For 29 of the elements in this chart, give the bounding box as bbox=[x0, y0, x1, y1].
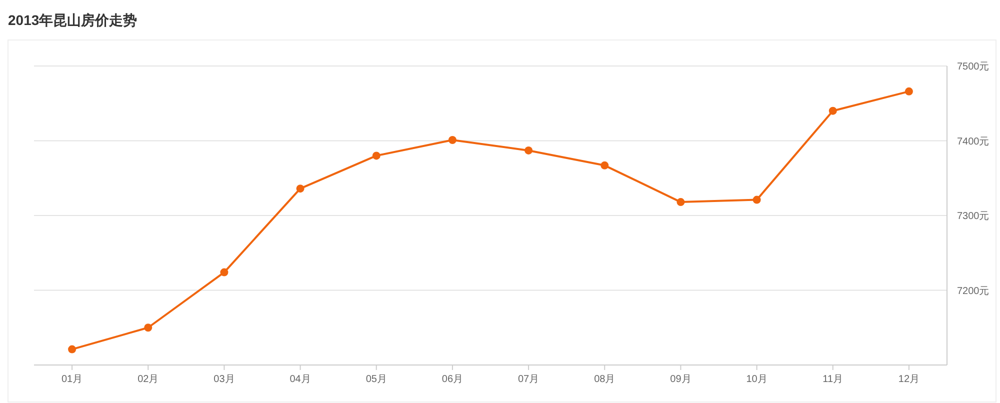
point bbox=[68, 345, 76, 354]
y-tick-label: 7300元 bbox=[957, 211, 990, 222]
y-tick-label: 7400元 bbox=[957, 136, 990, 148]
point bbox=[296, 184, 304, 193]
x-tick-label: 12月 bbox=[898, 374, 920, 385]
x-tick-label: 05月 bbox=[366, 374, 387, 385]
x-tick-label: 04月 bbox=[290, 374, 311, 385]
point bbox=[524, 146, 533, 154]
x-tick-label: 10月 bbox=[746, 374, 768, 385]
point bbox=[220, 268, 228, 276]
point bbox=[144, 324, 152, 332]
x-tick-label: 11月 bbox=[822, 374, 844, 385]
point bbox=[448, 136, 456, 144]
point bbox=[828, 106, 837, 115]
chart-title: 2013年昆山房价走势 bbox=[8, 12, 138, 28]
point bbox=[372, 152, 380, 160]
x-tick-label: 03月 bbox=[214, 374, 235, 385]
x-tick-label: 06月 bbox=[442, 374, 464, 385]
point bbox=[600, 161, 609, 170]
point bbox=[676, 198, 685, 206]
y-tick-label: 7500元 bbox=[957, 62, 990, 72]
x-tick-label: 08月 bbox=[594, 374, 616, 385]
x-tick-label: 01月 bbox=[61, 374, 83, 385]
y-tick-label: 7200元 bbox=[957, 286, 990, 297]
point bbox=[904, 87, 913, 96]
x-tick-label: 09月 bbox=[670, 374, 692, 385]
x-tick-label: 02月 bbox=[138, 374, 159, 385]
point bbox=[752, 196, 761, 204]
x-tick-label: 07月 bbox=[518, 374, 540, 385]
